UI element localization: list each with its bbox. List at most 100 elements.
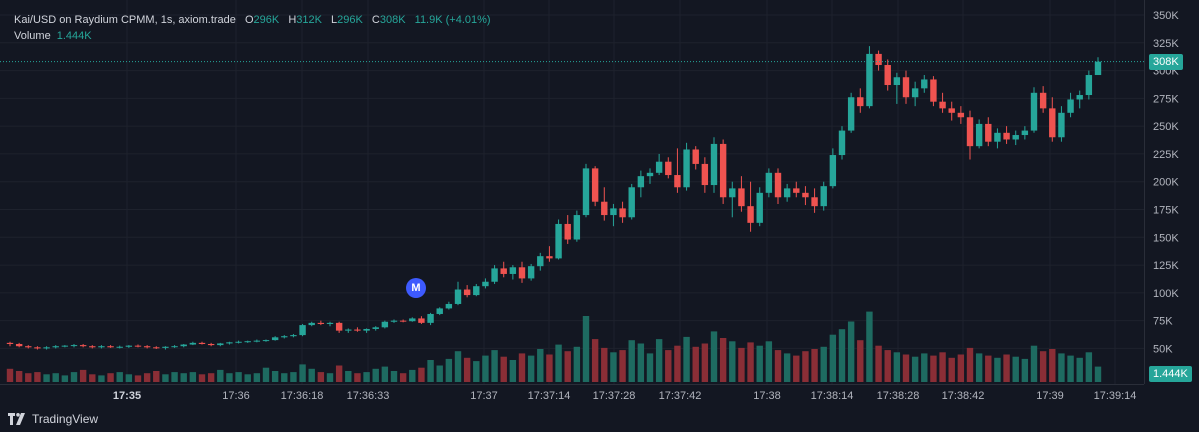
candle-body: [281, 336, 288, 338]
time-tick-label: 17:38:28: [877, 390, 920, 402]
candle-body: [1085, 75, 1093, 96]
price-tick-label: 225K: [1153, 149, 1179, 161]
volume-bar: [116, 372, 123, 382]
candle-body: [180, 344, 187, 347]
open-value: 296K: [253, 14, 280, 26]
candle-body: [335, 322, 343, 331]
price-tick-label: 350K: [1153, 10, 1179, 22]
candle-body: [738, 188, 745, 207]
candle-body: [171, 346, 178, 348]
candle-body: [89, 346, 96, 348]
volume-bar: [793, 355, 800, 382]
volume-bar: [34, 372, 41, 382]
candle-body: [198, 342, 206, 344]
candle-body: [52, 346, 59, 348]
candle-body: [710, 143, 718, 186]
candle-body: [829, 155, 837, 187]
plot-svg: [0, 0, 1144, 384]
candle-body: [866, 53, 873, 107]
time-tick-label: 17:36:33: [347, 390, 390, 402]
volume-bar: [363, 372, 370, 382]
volume-bar: [262, 367, 270, 382]
candle-body: [820, 186, 827, 207]
candle-body: [299, 325, 306, 336]
candle-body: [399, 320, 407, 322]
volume-bar: [399, 373, 407, 382]
volume-bar: [601, 347, 608, 382]
volume-bar: [253, 373, 261, 382]
candle-body: [427, 313, 434, 323]
candle-body: [143, 346, 151, 348]
volume-label[interactable]: Volume: [14, 30, 51, 42]
candle-body: [985, 123, 992, 142]
symbol-title[interactable]: Kai/USD on Raydium CPMM, 1s, axiom.trade: [14, 14, 236, 26]
candle-body: [244, 341, 251, 343]
candle-body: [226, 342, 233, 344]
open-label: O: [244, 14, 254, 26]
candle-body: [25, 346, 32, 348]
volume-bar: [153, 371, 160, 382]
time-tick-label: 17:35: [113, 390, 141, 402]
volume-bar: [445, 358, 453, 382]
volume-bar: [436, 365, 443, 382]
volume-bar: [79, 369, 87, 382]
volume-bar: [354, 373, 361, 382]
candle-body: [601, 201, 608, 216]
time-tick-label: 17:37:28: [593, 390, 636, 402]
volume-bar: [838, 329, 846, 382]
candle-body: [381, 321, 389, 328]
time-tick-label: 17:36: [222, 390, 250, 402]
candle-body: [363, 328, 370, 331]
volume-bar: [1085, 352, 1093, 382]
price-tick-label: 200K: [1153, 177, 1179, 189]
volume-bar: [427, 360, 434, 382]
volume-bar: [966, 347, 974, 382]
candle-body: [930, 79, 937, 102]
volume-bar: [829, 334, 837, 382]
time-axis[interactable]: 17:35 17:36 17:36:18 17:36:33 17:37 17:37:14 1…: [0, 384, 1144, 407]
candle-body: [354, 329, 361, 331]
candle-body: [564, 223, 571, 240]
price-tick-label: 325K: [1153, 38, 1179, 50]
candle-body: [957, 112, 965, 118]
candle-body: [655, 161, 663, 173]
volume-bar: [902, 354, 910, 382]
candle-body: [1012, 135, 1019, 140]
candle-body: [454, 289, 462, 304]
candle-body: [445, 303, 453, 309]
volume-bar: [1012, 356, 1019, 382]
price-tick-label: 50K: [1153, 343, 1173, 355]
candle-body: [537, 256, 544, 267]
candle-body: [994, 132, 1001, 142]
price-tick-label: 175K: [1153, 205, 1179, 217]
volume-bar: [143, 373, 151, 382]
candle-body: [308, 322, 315, 326]
volume-bar: [802, 351, 809, 382]
candle-body: [783, 188, 791, 198]
candle-body: [1058, 112, 1065, 138]
time-tick-label: 17:38:42: [942, 390, 985, 402]
low-value: 296K: [337, 14, 363, 26]
marker-m-icon[interactable]: M: [406, 278, 426, 298]
candle-body: [628, 187, 635, 218]
volume-bar: [701, 343, 709, 382]
time-tick-label: 17:39:14: [1094, 390, 1137, 402]
price-tick-label: 150K: [1153, 232, 1179, 244]
candle-body: [390, 320, 398, 322]
volume-bar: [1094, 366, 1102, 382]
tradingview-logo[interactable]: TradingView: [8, 412, 98, 426]
candle-body: [939, 101, 946, 109]
close-value: 308K: [379, 14, 406, 26]
candle-body: [802, 192, 809, 198]
price-axis[interactable]: 50K 75K 100K 125K 150K 175K 200K 225K 250K 275K 30…: [1144, 0, 1199, 384]
volume-bar: [171, 372, 178, 382]
candle-body: [674, 175, 681, 188]
volume-bar: [463, 357, 471, 382]
volume-bar: [546, 354, 553, 382]
low-label: L: [331, 14, 338, 26]
volume-bar: [610, 352, 617, 382]
plot-area[interactable]: Kai/USD on Raydium CPMM, 1s, axiom.trade…: [0, 0, 1144, 384]
volume-bar: [1003, 354, 1010, 382]
volume-bar: [930, 355, 937, 382]
